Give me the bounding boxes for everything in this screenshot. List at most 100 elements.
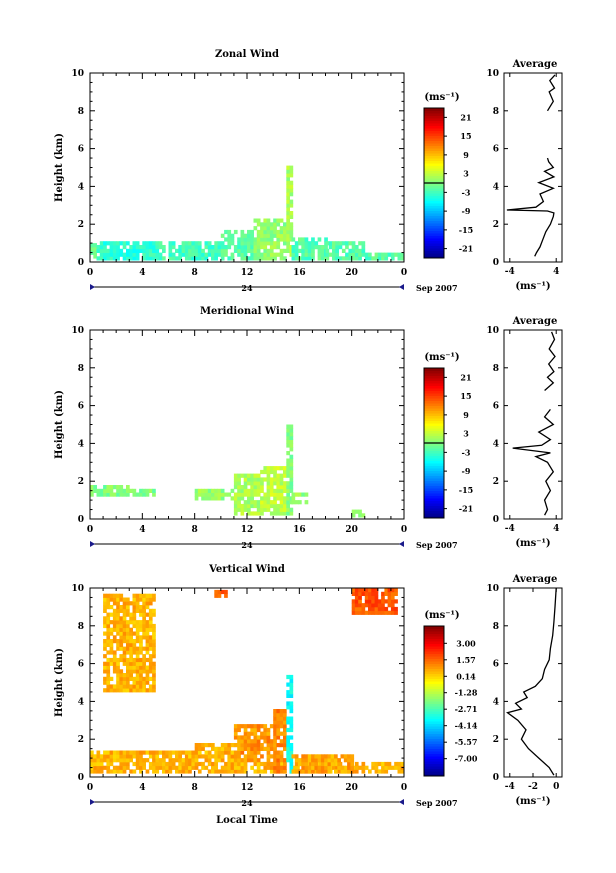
heatmap-cell <box>324 245 328 250</box>
heatmap-cell <box>269 222 274 227</box>
heatmap-cell <box>283 507 287 512</box>
heatmap-cell <box>129 769 133 774</box>
profile-x-tick-label: -4 <box>505 524 515 534</box>
heatmap-cell <box>135 248 140 253</box>
heatmap-cell <box>129 635 133 640</box>
heatmap-cell <box>390 599 395 604</box>
heatmap-cell <box>129 750 133 755</box>
heatmap-cell <box>286 488 290 493</box>
heatmap-cell <box>142 248 146 253</box>
heatmap-cell <box>126 673 130 678</box>
heatmap-cell <box>368 588 372 593</box>
heatmap-cell <box>247 500 251 505</box>
heatmap-cell <box>301 248 305 253</box>
heatmap-cell <box>109 754 114 759</box>
heatmap-cell <box>237 735 241 740</box>
heatmap-cell <box>381 765 385 770</box>
heatmap-cell <box>135 241 140 246</box>
heatmap-cell <box>119 769 124 774</box>
heatmap-cell <box>132 597 137 602</box>
heatmap-cell <box>152 639 156 644</box>
heatmap-cell <box>217 496 222 501</box>
heatmap-cell <box>112 650 117 655</box>
heatmap-cell <box>374 606 379 612</box>
heatmap-cell <box>301 241 305 246</box>
heatmap-cell <box>320 256 325 261</box>
heatmap-cell <box>217 769 222 774</box>
heatmap-cell <box>307 245 312 250</box>
heatmap-cell <box>289 507 294 512</box>
heatmap-cell <box>237 769 241 774</box>
heatmap-cell <box>266 496 271 501</box>
heatmap-cell <box>139 673 143 678</box>
heatmap-cell <box>204 256 209 261</box>
heatmap-cell <box>122 245 127 250</box>
heatmap-cell <box>260 754 264 759</box>
colorbar-step <box>424 643 444 647</box>
heatmap-cell <box>139 754 143 759</box>
heatmap-cell <box>139 684 143 689</box>
heatmap-cell <box>139 657 143 663</box>
heatmap-cell <box>337 761 341 767</box>
colorbar-step <box>424 420 444 424</box>
colorbar-step <box>424 758 444 762</box>
heatmap-cell <box>250 765 254 770</box>
heatmap-cell <box>139 627 143 632</box>
heatmap-cell <box>361 245 366 250</box>
heatmap-cell <box>142 665 146 670</box>
heatmap-cell <box>230 488 235 493</box>
heatmap-cell <box>211 769 215 774</box>
heatmap-cell <box>276 485 281 490</box>
heatmap-cell <box>122 750 127 755</box>
heatmap-cell <box>260 769 264 774</box>
heatmap-cell <box>289 750 294 755</box>
heatmap-cell <box>132 684 137 689</box>
heatmap-cell <box>126 750 130 755</box>
heatmap-cell <box>126 488 130 493</box>
heatmap-cell <box>145 646 150 651</box>
heatmap-cell <box>152 754 156 759</box>
heatmap-cell <box>289 169 294 174</box>
heatmap-cell <box>256 222 261 227</box>
heatmap-cell <box>106 765 111 770</box>
heatmap-cell <box>201 746 205 751</box>
colorbar-step <box>424 435 444 439</box>
heatmap-cell <box>273 492 277 497</box>
heatmap-cell <box>298 237 302 242</box>
heatmap-cell <box>116 593 120 598</box>
heatmap-cell <box>122 620 127 625</box>
heatmap-cell <box>381 603 385 608</box>
heatmap-cell <box>224 761 228 767</box>
colorbar-step <box>424 648 444 652</box>
heatmap-cell <box>283 496 287 501</box>
heatmap-cell <box>286 469 290 475</box>
heatmap-cell <box>129 676 133 681</box>
heatmap-cell <box>243 473 248 478</box>
heatmap-cell <box>171 252 176 257</box>
heatmap-cell <box>129 601 133 606</box>
colorbar-step <box>424 488 444 491</box>
heatmap-cell <box>273 503 277 509</box>
colorbar-step <box>424 455 444 459</box>
heatmap-cell <box>301 237 305 242</box>
heatmap-cell <box>276 233 281 238</box>
heatmap-cell <box>351 513 356 518</box>
colorbar-step <box>424 761 444 764</box>
heatmap-cell <box>289 462 294 467</box>
colorbar-tick-label: -15 <box>459 485 473 495</box>
heatmap-cell <box>374 588 379 593</box>
colorbar-step <box>424 500 444 504</box>
heatmap-cell <box>354 765 359 770</box>
heatmap-cell <box>142 256 146 261</box>
profile-line-upper <box>544 331 556 391</box>
colorbar-step <box>424 465 444 469</box>
heatmap-cell <box>217 754 222 759</box>
heatmap-cell <box>126 657 130 663</box>
heatmap-cell <box>240 735 245 740</box>
heatmap-cell <box>145 241 150 246</box>
heatmap-cell <box>139 661 143 666</box>
heatmap-cell <box>286 462 290 467</box>
heatmap-cell <box>148 241 153 246</box>
heatmap-cell <box>214 252 218 257</box>
heatmap-cell <box>354 245 359 250</box>
